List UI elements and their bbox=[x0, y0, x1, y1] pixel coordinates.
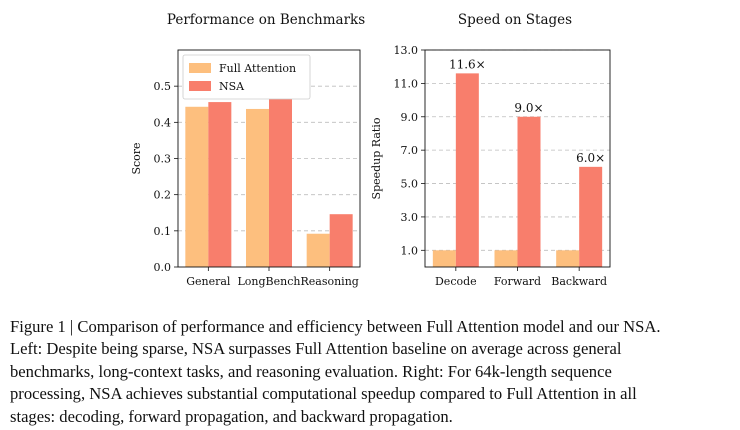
y-tick-label: 0.0 bbox=[154, 261, 172, 274]
bar-full-attention bbox=[306, 233, 330, 267]
y-tick-label: 1.0 bbox=[401, 244, 419, 257]
data-label: 6.0× bbox=[576, 151, 605, 165]
caption-line: stages: decoding, forward propagation, a… bbox=[10, 406, 453, 426]
bar-full-attention bbox=[432, 250, 456, 267]
data-label: 9.0× bbox=[514, 101, 543, 115]
x-tick-label: Decode bbox=[435, 275, 477, 288]
y-tick-label: 7.0 bbox=[401, 144, 419, 157]
x-tick-label: Forward bbox=[494, 275, 541, 288]
figure: Performance on Benchmarks 0.0 0.1 0.2 0.3 0.4… bbox=[130, 12, 611, 288]
bar-full-attention bbox=[556, 250, 580, 267]
legend-box bbox=[182, 54, 311, 100]
x-tick-label: Backward bbox=[551, 275, 607, 288]
y-tick-label: 0.5 bbox=[154, 80, 172, 93]
bar-nsa bbox=[269, 97, 292, 268]
legend-swatch bbox=[189, 63, 211, 73]
y-axis-label: Speedup Ratio bbox=[370, 117, 383, 199]
caption-line: processing, NSA achieves substantial com… bbox=[10, 384, 637, 404]
figure-caption: Figure 1 | Comparison of performance and… bbox=[10, 316, 732, 428]
bar-nsa bbox=[329, 214, 353, 267]
y-tick-label: 0.3 bbox=[154, 153, 172, 166]
axes-frame bbox=[424, 49, 611, 268]
caption-line: Figure 1 | Comparison of performance and… bbox=[10, 317, 661, 336]
caption-line: Left: Despite being sparse, NSA surpasse… bbox=[10, 339, 622, 359]
y-tick-label: 0.1 bbox=[154, 225, 172, 238]
x-tick-label: General bbox=[186, 275, 231, 288]
axes-frame bbox=[177, 49, 361, 268]
bar-full-attention bbox=[494, 250, 518, 267]
x-tick-label: Reasoning bbox=[300, 275, 358, 288]
caption-line: benchmarks, long-context tasks, and reas… bbox=[10, 361, 612, 381]
y-tick-label: 0.4 bbox=[154, 116, 172, 129]
speed-chart: Speed on Stages 1.0 3.0 5.0 7.0 9.0 11.0 13.0 De… bbox=[370, 12, 611, 288]
chart-title: Speed on Stages bbox=[458, 12, 572, 28]
y-tick-label: 9.0 bbox=[401, 111, 419, 124]
bar-nsa bbox=[579, 166, 603, 267]
legend-label: Full Attention bbox=[219, 62, 296, 75]
y-tick-label: 13.0 bbox=[394, 44, 419, 57]
chart-title: Performance on Benchmarks bbox=[167, 12, 365, 28]
y-tick-label: 11.0 bbox=[394, 77, 419, 90]
bar-nsa bbox=[208, 102, 232, 267]
y-tick-label: 3.0 bbox=[401, 211, 419, 224]
y-tick-label: 0.2 bbox=[154, 189, 172, 202]
legend-label: NSA bbox=[219, 80, 245, 93]
performance-chart: Performance on Benchmarks 0.0 0.1 0.2 0.3 0.4… bbox=[130, 12, 365, 288]
y-tick-label: 5.0 bbox=[401, 178, 419, 191]
bar-nsa bbox=[455, 73, 479, 267]
legend-swatch bbox=[189, 81, 211, 91]
bar-full-attention bbox=[185, 106, 209, 267]
y-axis-label: Score bbox=[130, 142, 143, 174]
bar-nsa bbox=[517, 116, 541, 268]
data-label: 11.6× bbox=[449, 57, 486, 71]
bar-full-attention bbox=[246, 108, 269, 268]
x-tick-label: LongBench bbox=[238, 275, 301, 288]
